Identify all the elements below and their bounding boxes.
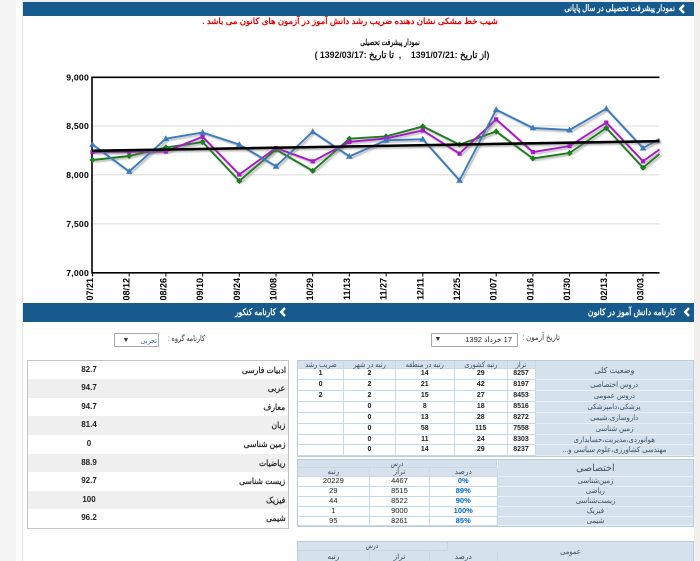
svg-text:07/21: 07/21 — [85, 278, 95, 301]
svg-text:08/12: 08/12 — [122, 278, 132, 301]
svg-text:7,500: 7,500 — [66, 219, 89, 229]
svg-text:8,000: 8,000 — [66, 170, 89, 180]
svg-text:10/08: 10/08 — [269, 278, 279, 301]
svg-text:01/07: 01/07 — [489, 278, 499, 301]
svg-text:09/24: 09/24 — [232, 278, 242, 301]
svg-text:8,500: 8,500 — [66, 121, 89, 131]
svg-text:12/25: 12/25 — [452, 278, 462, 301]
svg-text:9,000: 9,000 — [66, 72, 89, 82]
svg-text:02/13: 02/13 — [599, 278, 609, 301]
svg-text:03/03: 03/03 — [636, 278, 646, 301]
svg-text:01/16: 01/16 — [525, 278, 535, 301]
svg-text:10/29: 10/29 — [305, 278, 315, 301]
svg-text:08/26: 08/26 — [158, 278, 168, 301]
svg-text:12/11: 12/11 — [415, 278, 425, 300]
svg-text:7,000: 7,000 — [66, 268, 89, 278]
svg-text:09/10: 09/10 — [195, 278, 205, 301]
svg-text:11/27: 11/27 — [379, 278, 389, 300]
svg-text:01/30: 01/30 — [562, 278, 572, 301]
svg-text:11/13: 11/13 — [342, 278, 352, 300]
